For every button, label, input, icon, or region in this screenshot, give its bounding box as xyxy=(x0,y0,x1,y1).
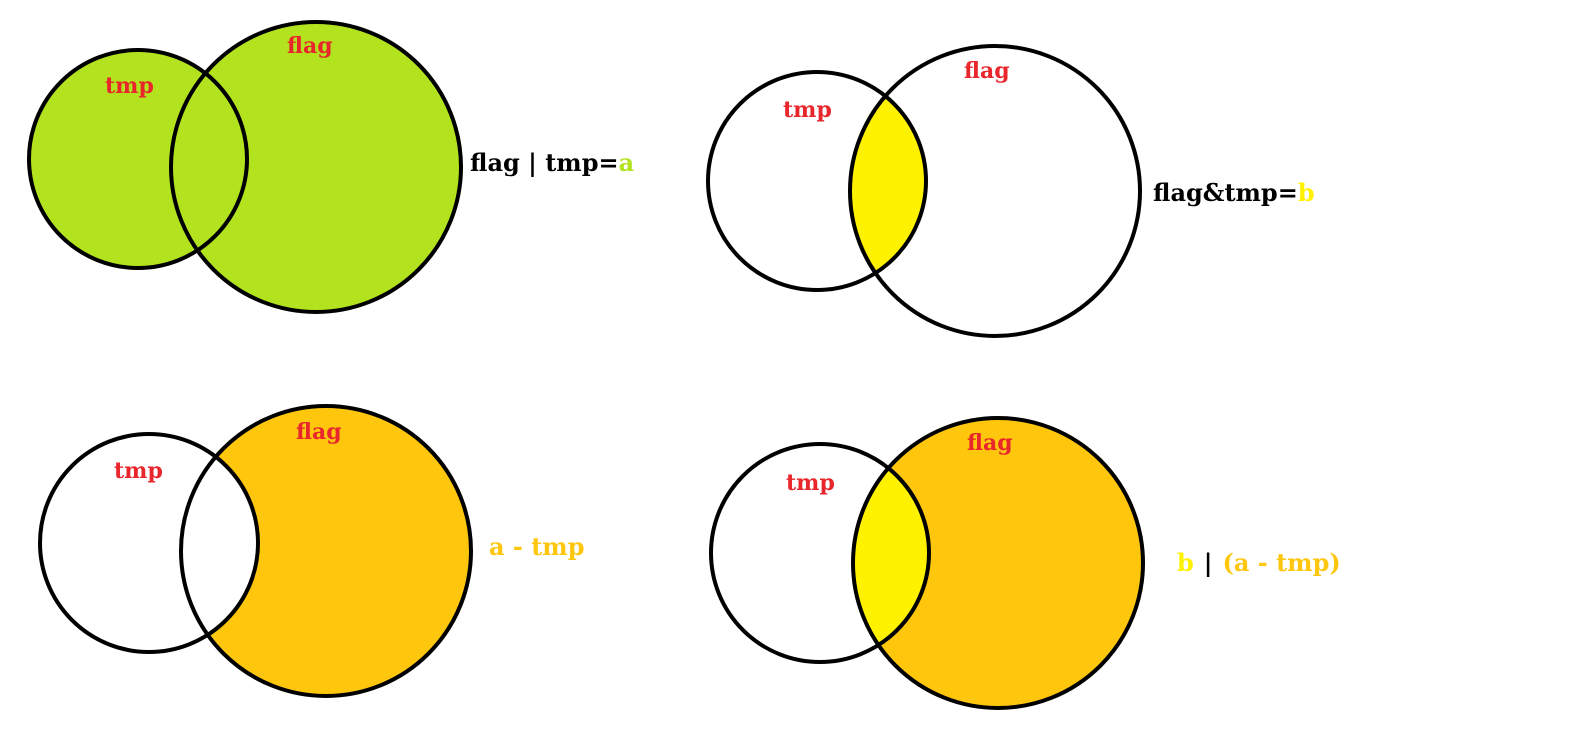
tmp-set-label: tmp xyxy=(114,458,163,484)
flag-set-outline xyxy=(851,416,1145,710)
flag-set-label: flag xyxy=(296,419,342,445)
tmp-set-mask xyxy=(40,434,258,652)
flag-set-label: flag xyxy=(967,430,1013,456)
panel-union: tmp flag flag | tmp=a xyxy=(27,20,634,314)
intersection-result-var: b xyxy=(1298,178,1315,207)
flag-set-fill xyxy=(853,418,1143,708)
flag-set-fill xyxy=(181,406,471,696)
tmp-set-outline xyxy=(38,432,260,654)
flag-set-label: flag xyxy=(287,33,333,59)
tmp-set-label: tmp xyxy=(786,470,835,496)
flag-set-label: flag xyxy=(964,58,1010,84)
union-caption-text: flag | tmp= xyxy=(470,148,619,177)
tmp-set-outline xyxy=(706,70,928,292)
intersection-fill xyxy=(853,444,929,662)
flag-set-outline xyxy=(169,20,463,314)
intersection-caption: flag&tmp=b xyxy=(1153,178,1315,207)
combined-separator: | xyxy=(1204,548,1213,577)
tmp-set-outline xyxy=(709,442,931,664)
combined-difference-expr: (a - tmp) xyxy=(1223,548,1341,577)
tmp-set-outline xyxy=(27,48,249,270)
intersection-fill xyxy=(850,72,926,290)
tmp-set-label: tmp xyxy=(783,97,832,123)
flag-set-fill xyxy=(171,22,461,312)
intersection-caption-text: flag&tmp= xyxy=(1153,178,1298,207)
difference-caption: a - tmp xyxy=(489,532,584,561)
panel-intersection: tmp flag flag&tmp=b xyxy=(706,44,1315,338)
union-caption: flag | tmp=a xyxy=(470,148,634,177)
panel-combined: tmp flag b | (a - tmp) xyxy=(709,416,1341,710)
flag-set-outline xyxy=(848,44,1142,338)
flag-set-outline xyxy=(179,404,473,698)
union-result-var: a xyxy=(619,148,635,177)
combined-b-var: b xyxy=(1177,548,1194,577)
combined-caption: b | (a - tmp) xyxy=(1177,548,1341,577)
tmp-set-label: tmp xyxy=(105,73,154,99)
panel-difference: tmp flag a - tmp xyxy=(38,404,584,698)
